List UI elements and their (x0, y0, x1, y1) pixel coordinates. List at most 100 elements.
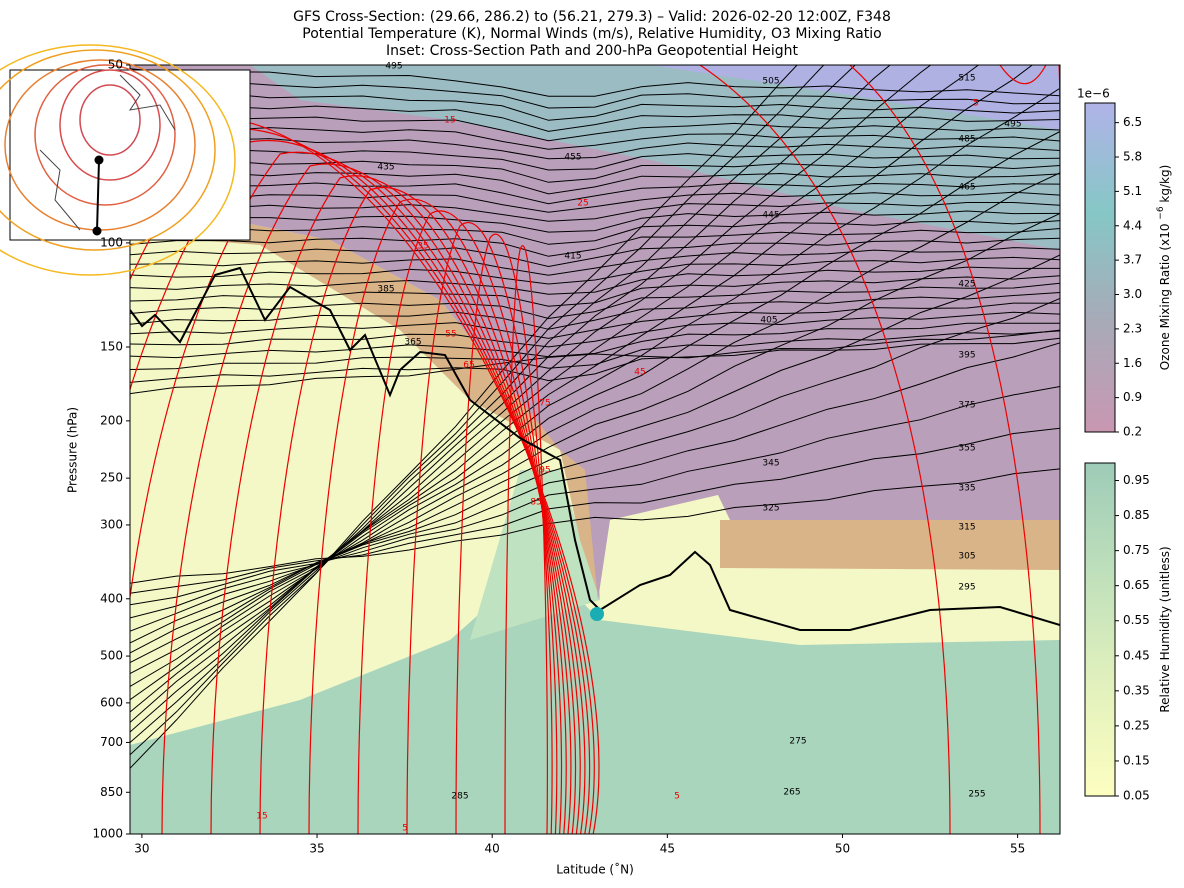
x-axis-label: Latitude (˚N) (556, 862, 634, 877)
theta-contour (130, 172, 1060, 663)
colorbar-tick-label: 0.85 (1123, 508, 1150, 522)
theta-contour (130, 311, 1060, 348)
colorbar-tick-label: 0.55 (1123, 613, 1150, 627)
colorbar-tick-label: 1.6 (1123, 356, 1142, 370)
colorbar-tick-label: 0.75 (1123, 543, 1150, 557)
wind-label: 5 (674, 792, 680, 802)
wind-contour (259, 186, 572, 834)
theta-label: 405 (760, 316, 777, 326)
theta-contour (130, 191, 1060, 213)
x-tick-label: 45 (660, 842, 675, 856)
inset-map (0, 44, 251, 276)
wind-contour (308, 198, 567, 834)
y-tick-label: 300 (100, 517, 123, 531)
theta-label: 385 (377, 285, 394, 295)
colorbar-exponent: 1e−6 (1077, 87, 1110, 101)
y-tick-label: 150 (100, 340, 123, 354)
wind-label: 65 (463, 361, 474, 371)
theta-contour (130, 427, 1060, 594)
colorbar-label-part: Ozone Mixing Ratio (x10 (1158, 224, 1172, 371)
theta-contour (130, 275, 1060, 307)
colorbar-tick-label: 2.3 (1123, 321, 1142, 335)
theta-contour (130, 182, 1060, 205)
theta-label: 305 (958, 552, 975, 562)
theta-contour (130, 171, 1060, 195)
theta-contour (130, 65, 891, 733)
colorbar-tick-label: 0.95 (1123, 473, 1150, 487)
y-tick-label: 50 (108, 58, 123, 72)
theta-label: 505 (762, 77, 779, 87)
plot-frame (129, 64, 1061, 835)
rh-field (470, 470, 600, 640)
ozone-field (650, 65, 1060, 130)
theta-contour (130, 149, 1060, 171)
y-tick-label: 850 (100, 785, 123, 799)
chart-title: GFS Cross-Section: (29.66, 286.2) to (56… (293, 9, 891, 25)
colorbar-label-part: −6 (1156, 206, 1166, 220)
wind-contours (130, 65, 1060, 834)
wind-label: 5 (973, 99, 979, 109)
colorbar-tick-label: 0.25 (1123, 718, 1150, 732)
theta-contour (130, 228, 1060, 257)
wind-label: 35 (417, 242, 428, 252)
colorbar-tick-label: 6.5 (1123, 115, 1142, 129)
colorbar-tick-label: 0.15 (1123, 753, 1150, 767)
wind-contour (504, 245, 548, 834)
wind-contour (406, 222, 558, 834)
theta-label: 515 (958, 74, 975, 84)
theta-label: 345 (762, 459, 779, 469)
ozone-field (720, 520, 1060, 570)
theta-label: 315 (958, 523, 975, 533)
y-axis-label: Pressure (hPa) (66, 407, 80, 493)
wind-label: 55 (445, 330, 456, 340)
theta-label: 465 (958, 183, 975, 193)
theta-contour (130, 386, 1060, 606)
colorbar-tick-label: 0.45 (1123, 648, 1150, 662)
theta-contour (130, 330, 1060, 370)
colorbar-label-part: Relative Humidity (unitless) (1158, 546, 1172, 712)
theta-label: 335 (958, 484, 975, 494)
theta-contour (130, 256, 1060, 285)
theta-contour (130, 125, 1060, 150)
y-tick-label: 100 (100, 235, 123, 249)
theta-label: 285 (451, 792, 468, 802)
theta-contour (130, 65, 1034, 701)
theta-contour (130, 282, 1060, 320)
theta-contour (130, 266, 1060, 295)
theta-contour (130, 160, 1060, 183)
colorbar-tick-label: 0.9 (1123, 390, 1142, 404)
theta-label: 445 (762, 211, 779, 221)
theta-contour (130, 342, 1060, 619)
theta-contour (130, 302, 1060, 339)
y-tick-label: 200 (100, 413, 123, 427)
inset-path (96, 159, 100, 232)
theta-label: 295 (958, 583, 975, 593)
theta-contour (130, 337, 1060, 383)
theta-contour (130, 131, 1060, 675)
fields (130, 65, 1060, 834)
x-tick-label: 40 (485, 842, 500, 856)
theta-contour (130, 322, 1060, 359)
x-tick-label: 35 (309, 842, 324, 856)
theta-contour (130, 247, 1060, 276)
x-tick-label: 30 (134, 842, 149, 856)
inset-startpoint (92, 226, 102, 236)
theta-label: 275 (789, 737, 806, 747)
wind-label: 15 (444, 116, 455, 126)
theta-contour (130, 87, 1060, 687)
y-tick-label: 500 (100, 649, 123, 663)
colorbar-tick-label: 5.8 (1123, 150, 1142, 164)
y-tick-label: 400 (100, 591, 123, 605)
theta-contour (130, 292, 1060, 330)
wind-contour (210, 175, 577, 834)
theta-contour (130, 68, 1060, 97)
theta-label: 435 (377, 163, 394, 173)
theta-label: 255 (968, 790, 985, 800)
theta-contour (130, 468, 1060, 584)
theta-contour (130, 254, 1060, 644)
wind-label: 75 (539, 399, 550, 409)
colorbar-label: Ozone Mixing Ratio (x10 −6 kg/kg) (1153, 165, 1172, 371)
y-tick-label: 700 (100, 735, 123, 749)
x-tick-label: 50 (835, 842, 850, 856)
